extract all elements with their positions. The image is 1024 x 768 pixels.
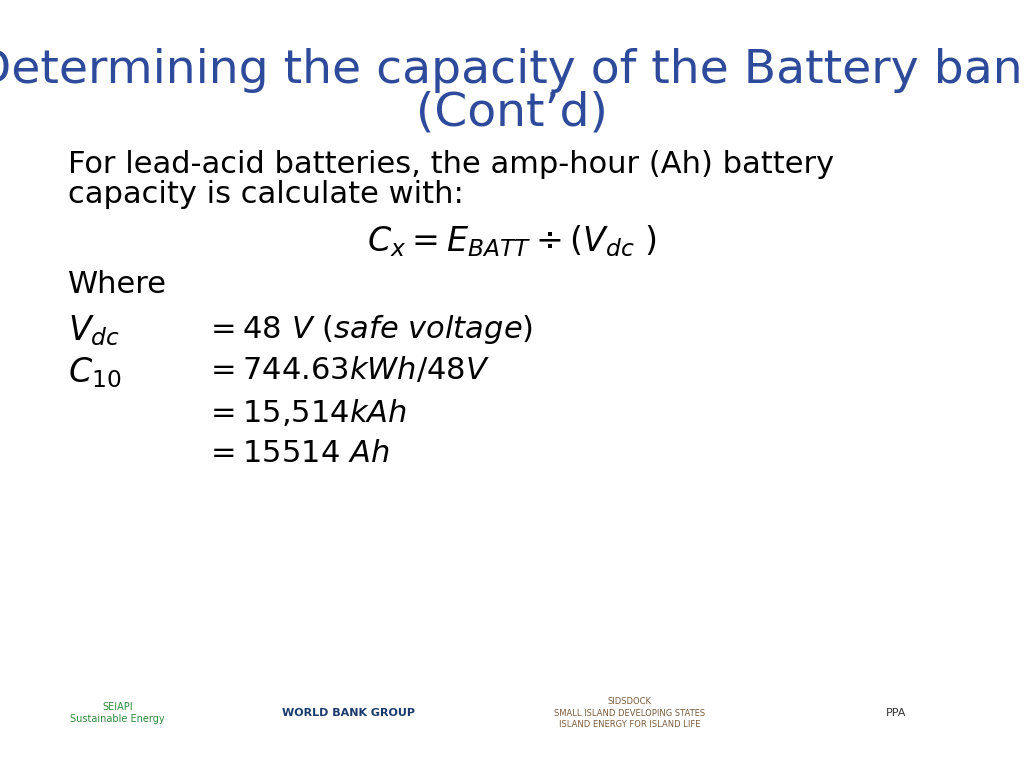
Text: (Cont’d): (Cont’d) xyxy=(416,90,608,135)
Text: For lead-acid batteries, the amp-hour (Ah) battery: For lead-acid batteries, the amp-hour (A… xyxy=(68,150,835,179)
Text: $\mathit{= 15{,}514kAh}$: $\mathit{= 15{,}514kAh}$ xyxy=(205,397,407,428)
Text: $\mathit{V}_{dc}$: $\mathit{V}_{dc}$ xyxy=(68,313,120,348)
Text: SEIAPI
Sustainable Energy: SEIAPI Sustainable Energy xyxy=(71,702,165,724)
Text: capacity is calculate with:: capacity is calculate with: xyxy=(68,180,464,209)
Text: $C_x = E_{BATT} \div (V_{dc}\ )$: $C_x = E_{BATT} \div (V_{dc}\ )$ xyxy=(367,223,657,259)
Text: WORLD BANK GROUP: WORLD BANK GROUP xyxy=(282,708,415,718)
Text: $\mathit{= 48\ V\ (safe\ voltage)}$: $\mathit{= 48\ V\ (safe\ voltage)}$ xyxy=(205,313,534,346)
Text: Where: Where xyxy=(68,270,167,299)
Text: PPA: PPA xyxy=(886,708,906,718)
Text: Determining the capacity of the Battery bank: Determining the capacity of the Battery … xyxy=(0,48,1024,93)
Text: $\mathit{= 15514\ Ah}$: $\mathit{= 15514\ Ah}$ xyxy=(205,439,389,468)
Text: $C_{10}$: $C_{10}$ xyxy=(68,355,122,389)
Text: $= 744.63kWh/48V$: $= 744.63kWh/48V$ xyxy=(205,355,490,385)
Text: SIDSDOCK
SMALL ISLAND DEVELOPING STATES
ISLAND ENERGY FOR ISLAND LIFE: SIDSDOCK SMALL ISLAND DEVELOPING STATES … xyxy=(554,697,706,729)
